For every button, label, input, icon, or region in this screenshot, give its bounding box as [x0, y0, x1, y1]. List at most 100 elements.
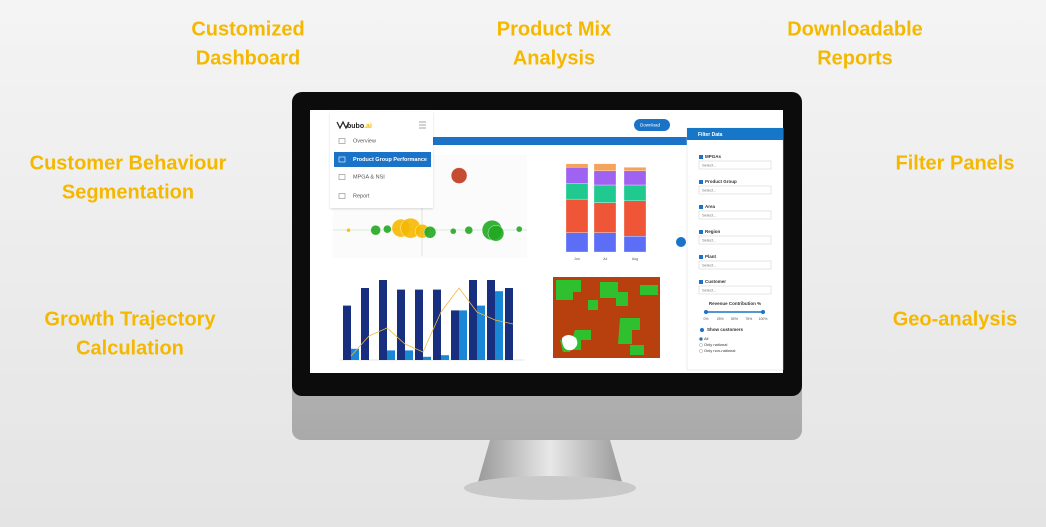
- menu-item[interactable]: Report: [353, 193, 370, 199]
- radio-label: All: [704, 336, 709, 341]
- stand-neck: [478, 440, 622, 482]
- stack-segment: [593, 232, 617, 253]
- bar: [487, 280, 495, 360]
- slider-handle[interactable]: [761, 310, 765, 314]
- bubble: [370, 224, 381, 236]
- bar: [451, 310, 459, 360]
- select-box[interactable]: [698, 160, 772, 170]
- stack-segment: [623, 184, 647, 202]
- slider-handle[interactable]: [704, 310, 708, 314]
- bar: [405, 350, 413, 360]
- radio[interactable]: [699, 343, 703, 347]
- select-placeholder: Select...: [702, 262, 716, 267]
- bar: [343, 305, 351, 360]
- map-region: [556, 280, 658, 355]
- logo-name: bubo: [347, 123, 364, 130]
- radio-label: Only national: [704, 342, 727, 347]
- bar: [469, 280, 477, 360]
- select-box[interactable]: [698, 210, 772, 220]
- bubble: [383, 224, 392, 234]
- slider-label: Revenue Contribution %: [709, 301, 761, 306]
- field-label: Customer: [705, 279, 726, 284]
- select-placeholder: Select...: [702, 187, 716, 192]
- bubble: [464, 225, 473, 235]
- menu-active: [334, 152, 431, 167]
- bar-line: [350, 287, 514, 357]
- bubble: [346, 227, 351, 233]
- bar: [351, 348, 359, 360]
- feature-label: Customized: [191, 18, 304, 40]
- field-label: MPGAs: [705, 154, 722, 159]
- bar: [495, 291, 503, 360]
- bar: [433, 289, 441, 360]
- bar: [397, 289, 405, 360]
- select-placeholder: Select...: [702, 287, 716, 292]
- stack-segment: [565, 163, 589, 168]
- feature-label: Geo-analysis: [893, 308, 1018, 330]
- select-box[interactable]: [698, 260, 772, 270]
- menu-item[interactable]: Product Group Performance: [353, 157, 427, 163]
- menu-icon: [338, 156, 346, 163]
- feature-label: Reports: [817, 47, 893, 69]
- feature-label: Calculation: [76, 337, 184, 359]
- stack-segment: [565, 232, 589, 253]
- stack-segment: [623, 235, 647, 253]
- menu-icon: [338, 174, 346, 180]
- bar: [477, 305, 485, 360]
- menu-icon: [338, 138, 346, 144]
- bar: [441, 355, 449, 360]
- feature-label: Downloadable: [787, 18, 923, 40]
- stack-segment: [593, 202, 617, 233]
- radio[interactable]: [699, 337, 703, 341]
- bar: [505, 288, 513, 360]
- feature-label: Filter Panels: [896, 152, 1015, 174]
- logo-suffix: .ai: [364, 123, 372, 130]
- menu-item[interactable]: MPGA & NSI: [353, 174, 385, 180]
- select-box[interactable]: [698, 235, 772, 245]
- bubble: [516, 225, 523, 233]
- field-icon: [699, 205, 703, 209]
- filter-header: [687, 128, 783, 140]
- dynamic: Overview Product Group Performance MPGA & …: [338, 138, 772, 361]
- download-button[interactable]: [634, 119, 670, 131]
- field-label: Product Group: [705, 179, 737, 184]
- field-label: Region: [705, 229, 721, 234]
- bar: [387, 350, 395, 360]
- stack-segment: [623, 200, 647, 237]
- bar: [361, 288, 369, 360]
- stack-segment: [593, 184, 617, 203]
- bubble: [450, 228, 457, 235]
- stack-category: Aug: [632, 257, 638, 261]
- bubble: [450, 167, 468, 184]
- stack-segment: [565, 183, 589, 200]
- stack-segment: [623, 167, 647, 172]
- slider-tick: 75%: [745, 317, 752, 321]
- features: Customized Dashboard Product Mix Analysis Do…: [30, 18, 1018, 359]
- stack-segment: [565, 167, 589, 184]
- stack-category: Jul: [603, 257, 608, 261]
- feature-label: Product Mix: [497, 18, 611, 40]
- hamburger[interactable]: [419, 121, 426, 129]
- stack-segment: [593, 170, 617, 186]
- select-box[interactable]: [698, 285, 772, 295]
- radio[interactable]: [699, 349, 703, 353]
- panel-toggle[interactable]: [676, 237, 686, 247]
- field-icon: [699, 280, 703, 284]
- bar: [423, 356, 431, 360]
- bar: [415, 289, 423, 360]
- feature-label: Segmentation: [62, 181, 194, 203]
- bubble: [487, 225, 505, 242]
- stack-segment: [565, 198, 589, 233]
- field-icon: [699, 255, 703, 259]
- menu-item[interactable]: Overview: [353, 138, 376, 144]
- stack-category: Jun: [574, 257, 580, 261]
- stack-segment: [593, 163, 617, 172]
- radio-label: Only non-national: [704, 348, 735, 353]
- map-region: [562, 335, 578, 351]
- menu-icon: [338, 193, 346, 199]
- select-placeholder: Select...: [702, 162, 716, 167]
- select-box[interactable]: [698, 185, 772, 195]
- feature-label: Customer Behaviour: [30, 152, 227, 174]
